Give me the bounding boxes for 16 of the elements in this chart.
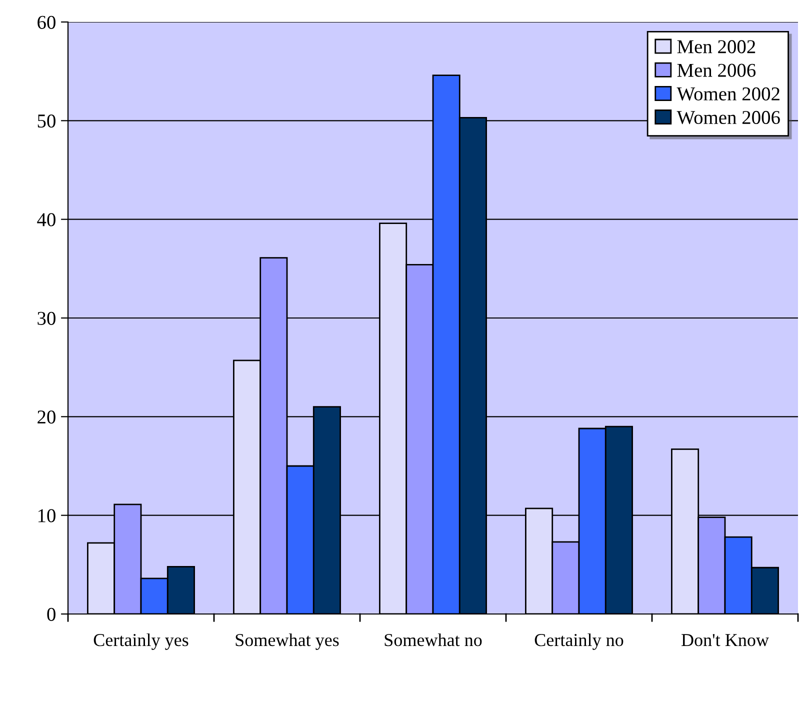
y-tick-label: 40 (37, 213, 56, 226)
y-tick-label: 10 (38, 509, 56, 522)
legend-label: Women 2006 (676, 110, 780, 124)
y-tick-label: 60 (38, 16, 56, 29)
y-tick-label: 50 (38, 114, 56, 128)
x-tick-label: Somewhat yes (236, 633, 339, 650)
y-tick-label: 0 (47, 608, 56, 621)
x-tick-label: Somewhat no (384, 633, 482, 646)
x-tick-label: Certainly yes (94, 633, 188, 650)
legend-label: Men 2006 (677, 64, 756, 77)
x-tick-label: Don't Know (682, 634, 769, 646)
y-tick-label: 20 (38, 410, 56, 424)
y-tick-label: 30 (38, 312, 56, 325)
legend-label: Men 2002 (677, 40, 756, 54)
legend-label: Women 2002 (676, 87, 780, 101)
x-tick-label: Certainly no (534, 633, 624, 650)
